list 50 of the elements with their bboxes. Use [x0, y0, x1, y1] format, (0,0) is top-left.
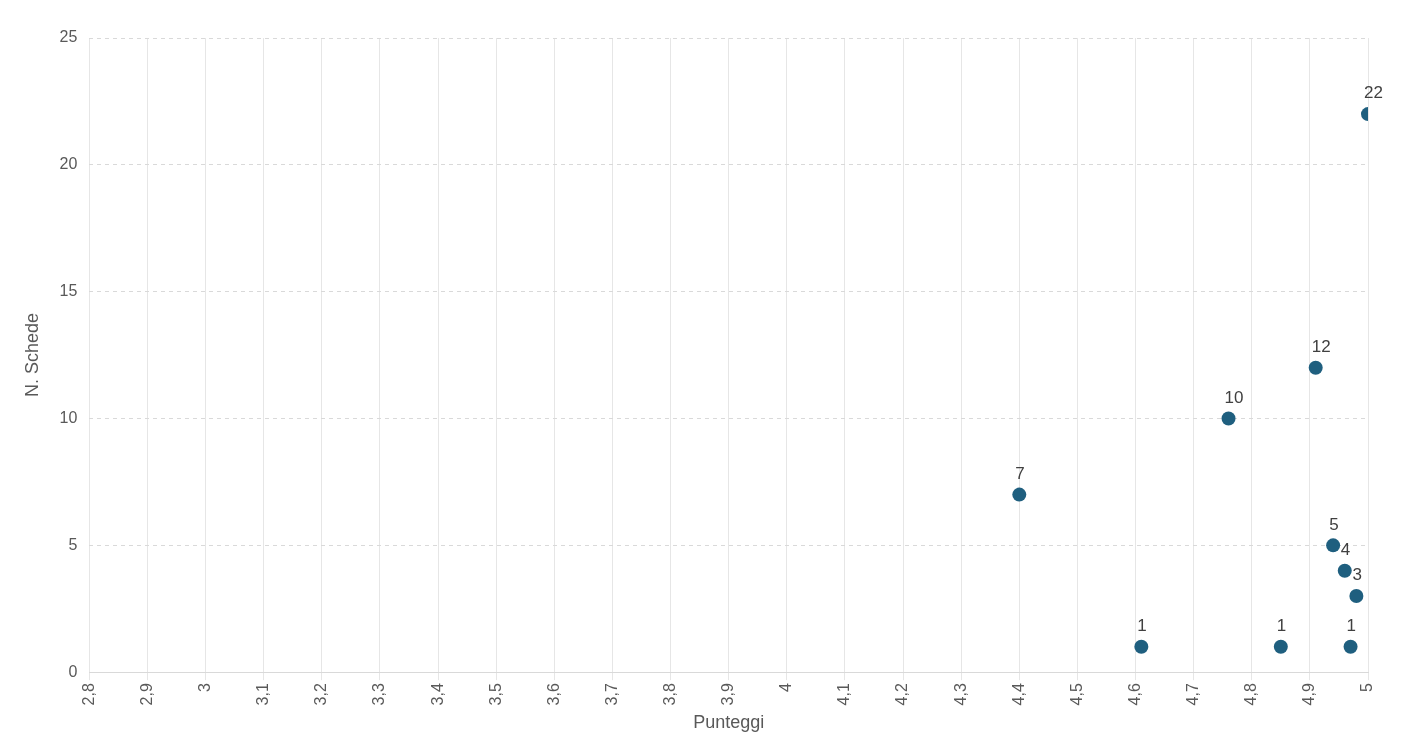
x-tick-label: 5	[1358, 683, 1376, 693]
point	[1343, 639, 1358, 654]
x-tick-label: 3,3	[370, 683, 388, 706]
data-label: 1	[1137, 615, 1147, 635]
point	[1349, 589, 1364, 604]
x-tick-label: 4,8	[1242, 683, 1260, 706]
y-tick-label: 5	[68, 535, 78, 553]
x-tick-label: 4,4	[1009, 683, 1027, 706]
x-tick-label: 3,9	[719, 683, 737, 706]
x-tick-label: 2,9	[137, 683, 155, 706]
x-tick-label: 3,2	[312, 683, 330, 706]
point	[1337, 563, 1352, 578]
y-tick-label: 10	[59, 408, 78, 426]
data-label: 1	[1276, 615, 1287, 635]
x-tick-label: 3,6	[544, 683, 562, 706]
point	[1326, 538, 1341, 553]
y-tick-label: 15	[59, 282, 78, 300]
data-label: 10	[1224, 387, 1244, 407]
data-label: 4	[1340, 539, 1351, 559]
data-label: 5	[1329, 514, 1339, 534]
data-label: 3	[1352, 565, 1362, 585]
x-tick-label: 2,8	[79, 683, 97, 706]
point	[1012, 487, 1027, 502]
x-tick-label: 3,5	[486, 683, 504, 706]
data-label: 1	[1346, 615, 1357, 635]
x-tick-label: 4,9	[1300, 683, 1318, 706]
x-axis-title: Punteggi	[693, 712, 765, 733]
x-tick-label: 4	[777, 683, 795, 693]
x-tick-label: 4,6	[1125, 683, 1143, 706]
x-tick-label: 3,7	[602, 683, 620, 706]
x-tick-label: 3,4	[428, 683, 446, 706]
point	[1221, 411, 1236, 426]
y-tick-label: 0	[68, 662, 78, 680]
y-axis-title: N. Schede	[21, 313, 42, 398]
data-label: 22	[1364, 83, 1383, 103]
x-tick-label: 4,7	[1184, 683, 1202, 706]
x-tick-label: 3,1	[254, 683, 272, 706]
point	[1134, 639, 1149, 654]
point	[1273, 639, 1288, 654]
y-tick-label: 20	[59, 155, 78, 173]
data-label: 12	[1311, 336, 1331, 356]
point	[1308, 360, 1323, 375]
x-tick-label: 3,8	[660, 683, 678, 706]
x-tick-label: 4,1	[835, 683, 853, 706]
x-tick-label: 4,2	[893, 683, 911, 706]
x-tick-label: 4,3	[951, 683, 969, 706]
x-tick-label: 4,5	[1067, 683, 1085, 706]
y-tick-label: 25	[59, 28, 78, 46]
x-tick-label: 3	[196, 683, 214, 693]
data-label: 7	[1015, 463, 1025, 483]
